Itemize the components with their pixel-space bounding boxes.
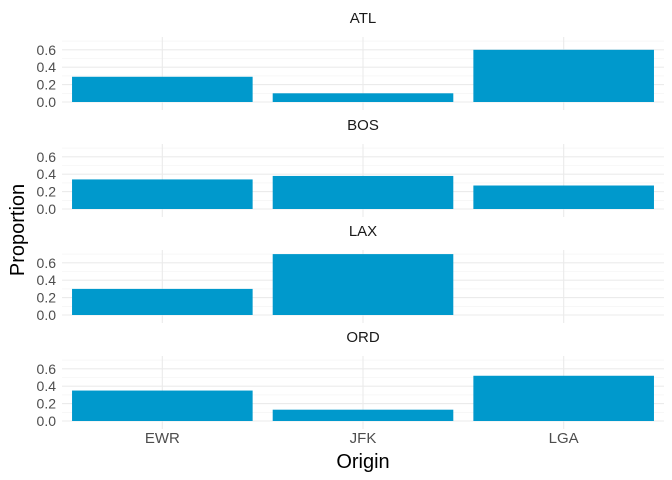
panels: ATL0.00.20.40.6BOS0.00.20.40.6LAX0.00.20… <box>37 10 664 447</box>
panel-bos: BOS 0.00.2 0.40.6 <box>37 117 664 217</box>
y-tick-label: 0.4 <box>37 272 57 288</box>
bar-bos-jfk <box>272 175 454 209</box>
bar-bos-lga <box>473 185 654 209</box>
y-tick-label: 0.6 <box>37 42 57 58</box>
x-tick-label: LGA <box>549 430 579 447</box>
bar-lax-ewr <box>72 288 253 315</box>
y-tick-label: 0.4 <box>37 59 57 75</box>
panel-title: ORD <box>346 329 380 346</box>
y-axis-title: Proportion <box>7 184 29 276</box>
y-tick-label: 0.2 <box>37 77 57 93</box>
panel-title: LAX <box>349 223 377 240</box>
bar-atl-lga <box>473 49 654 102</box>
y-tick-label: 0.6 <box>37 149 57 165</box>
y-tick-label: 0.0 <box>37 94 57 110</box>
y-tick-label: 0.2 <box>37 396 57 412</box>
bar-bos-ewr <box>72 179 253 209</box>
bar-ord-jfk <box>272 409 454 421</box>
bar-lax-jfk <box>272 254 454 315</box>
panel-ord: ORD 0.00.2 0.40.6 <box>37 329 664 429</box>
x-axis: EWR JFK LGA <box>145 430 579 447</box>
bar-ord-ewr <box>72 390 253 421</box>
y-tick-label: 0.4 <box>37 166 57 182</box>
panel-lax: LAX 0.00.2 0.40.6 <box>37 223 664 323</box>
y-tick-label: 0.0 <box>37 201 57 217</box>
panel-title: BOS <box>347 117 379 134</box>
y-tick-label: 0.4 <box>37 378 57 394</box>
y-tick-label: 0.6 <box>37 255 57 271</box>
bar-ord-lga <box>473 375 654 421</box>
x-tick-label: JFK <box>350 430 377 447</box>
x-tick-label: EWR <box>145 430 180 447</box>
y-tick-label: 0.0 <box>37 307 57 323</box>
bar-atl-jfk <box>272 93 454 102</box>
bar-atl-ewr <box>72 76 253 102</box>
x-axis-title: Origin <box>336 451 389 473</box>
panel-atl: ATL 0.00.2 0.40.6 <box>37 10 664 110</box>
y-tick-label: 0.2 <box>37 290 57 306</box>
y-tick-label: 0.2 <box>37 184 57 200</box>
y-tick-label: 0.6 <box>37 361 57 377</box>
panel-title: ATL <box>350 10 376 27</box>
y-tick-label: 0.0 <box>37 413 57 429</box>
